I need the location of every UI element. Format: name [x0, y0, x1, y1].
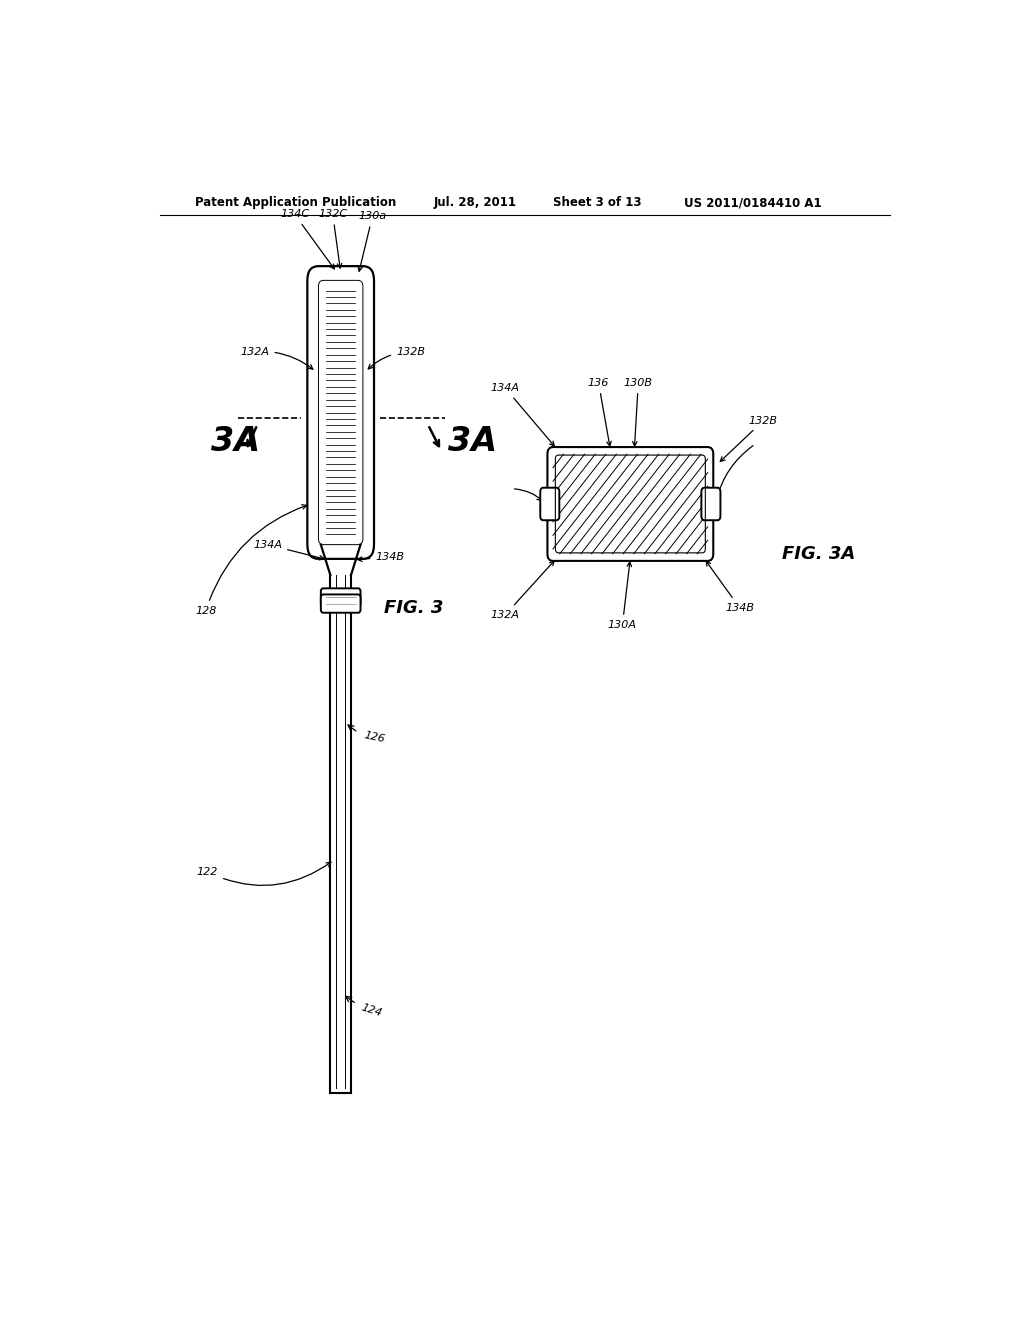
Text: Patent Application Publication: Patent Application Publication [196, 195, 396, 209]
Text: 134A: 134A [490, 383, 554, 446]
Text: 132C: 132C [318, 210, 347, 268]
Text: 132A: 132A [241, 347, 313, 370]
FancyBboxPatch shape [321, 594, 360, 612]
Text: 3A: 3A [211, 425, 260, 458]
Text: 3A: 3A [447, 425, 497, 458]
Text: 122: 122 [197, 862, 331, 886]
FancyBboxPatch shape [548, 447, 714, 561]
Text: 124: 124 [359, 1002, 383, 1018]
FancyBboxPatch shape [307, 267, 374, 558]
Text: Jul. 28, 2011: Jul. 28, 2011 [433, 195, 516, 209]
Text: 132B: 132B [369, 347, 425, 368]
Text: FIG. 3: FIG. 3 [384, 599, 443, 616]
Text: 128: 128 [196, 504, 306, 615]
Text: 134C: 134C [281, 210, 334, 269]
Text: 130B: 130B [624, 378, 652, 446]
Text: Sheet 3 of 13: Sheet 3 of 13 [553, 195, 641, 209]
Text: FIG. 3A: FIG. 3A [781, 545, 855, 562]
Text: 130a: 130a [358, 211, 386, 271]
Text: 130A: 130A [608, 562, 637, 630]
Text: 134A: 134A [253, 540, 324, 560]
Text: US 2011/0184410 A1: US 2011/0184410 A1 [684, 195, 821, 209]
FancyBboxPatch shape [321, 589, 360, 607]
FancyBboxPatch shape [701, 487, 721, 520]
Text: 134B: 134B [707, 561, 754, 612]
Text: 132A: 132A [490, 561, 554, 619]
Text: 126: 126 [362, 731, 386, 744]
Text: 136: 136 [588, 378, 611, 446]
FancyBboxPatch shape [541, 487, 559, 520]
Text: 134B: 134B [357, 552, 404, 562]
Text: 132B: 132B [720, 416, 778, 462]
